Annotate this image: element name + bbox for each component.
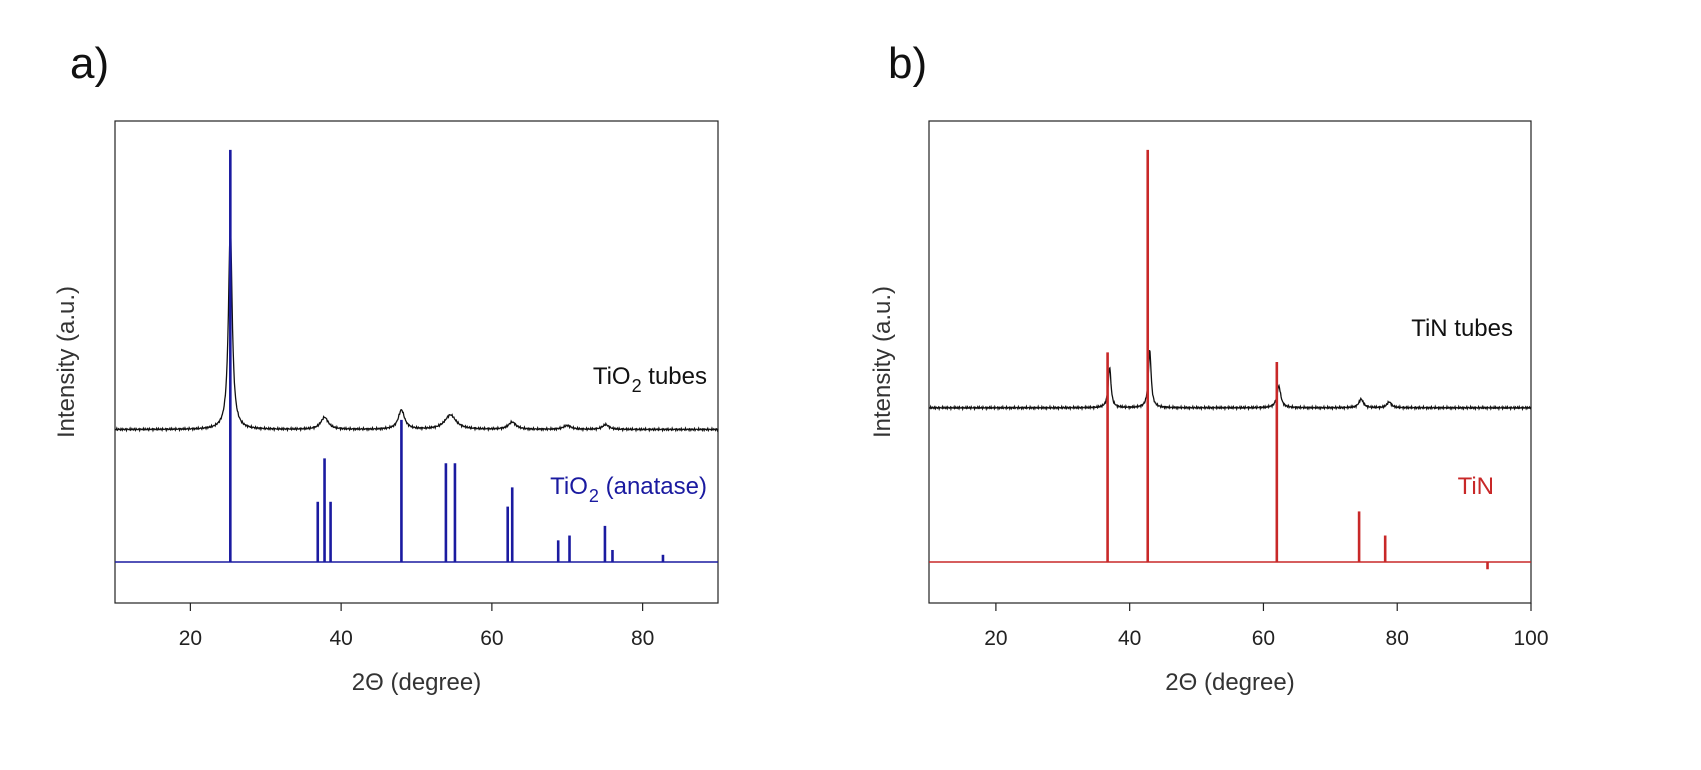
x-tick-label: 40 <box>1118 627 1141 650</box>
x-tick-label: 60 <box>480 627 503 650</box>
y-axis-title: Intensity (a.u.) <box>869 286 896 438</box>
panel-label: b) <box>888 39 927 88</box>
series-label-subscript: 2 <box>632 376 642 396</box>
series-label-anatase: TiO2 (anatase) <box>550 473 707 506</box>
plot-marks <box>928 149 1532 570</box>
x-tick-label: 20 <box>179 627 202 650</box>
x-axis-title: 2Θ (degree) <box>1165 669 1294 696</box>
series-label-text: TiO <box>550 473 588 500</box>
series-label-text: TiO <box>593 363 631 390</box>
panel-a: a) 20 40 60 80 2Θ (degree) Intensity (a.u.)… <box>53 39 719 696</box>
x-tick-label: 20 <box>984 627 1007 650</box>
series-label-subscript: 2 <box>589 486 599 506</box>
x-tick-label: 80 <box>1386 627 1409 650</box>
x-axis-ticks: 20 40 60 80 <box>179 603 654 650</box>
x-tick-label: 40 <box>329 627 352 650</box>
y-axis-title: Intensity (a.u.) <box>53 286 80 438</box>
measured-pattern-line <box>114 228 719 433</box>
series-label-tin: TiN <box>1458 473 1494 500</box>
x-tick-label: 100 <box>1513 627 1548 650</box>
x-tick-label: 60 <box>1252 627 1275 650</box>
series-label-suffix: tubes <box>642 363 707 390</box>
series-label-text: TiN tubes <box>1411 315 1513 342</box>
plot-frame <box>928 120 1532 604</box>
panel-b: b) 20 40 60 80 100 2Θ (degree) Intensity (a.… <box>869 39 1549 696</box>
series-label-text: TiN <box>1458 473 1494 500</box>
series-label-suffix: (anatase) <box>599 473 707 500</box>
measured-pattern-line <box>928 349 1532 412</box>
plot-marks <box>114 149 719 563</box>
series-label-tio2-tubes: TiO2 tubes <box>593 363 707 396</box>
plot-frame <box>114 120 719 604</box>
panel-label: a) <box>70 39 109 88</box>
x-axis-title: 2Θ (degree) <box>352 669 481 696</box>
x-axis-ticks: 20 40 60 80 100 <box>984 603 1549 650</box>
x-tick-label: 80 <box>631 627 654 650</box>
series-label-tin-tubes: TiN tubes <box>1411 315 1513 342</box>
